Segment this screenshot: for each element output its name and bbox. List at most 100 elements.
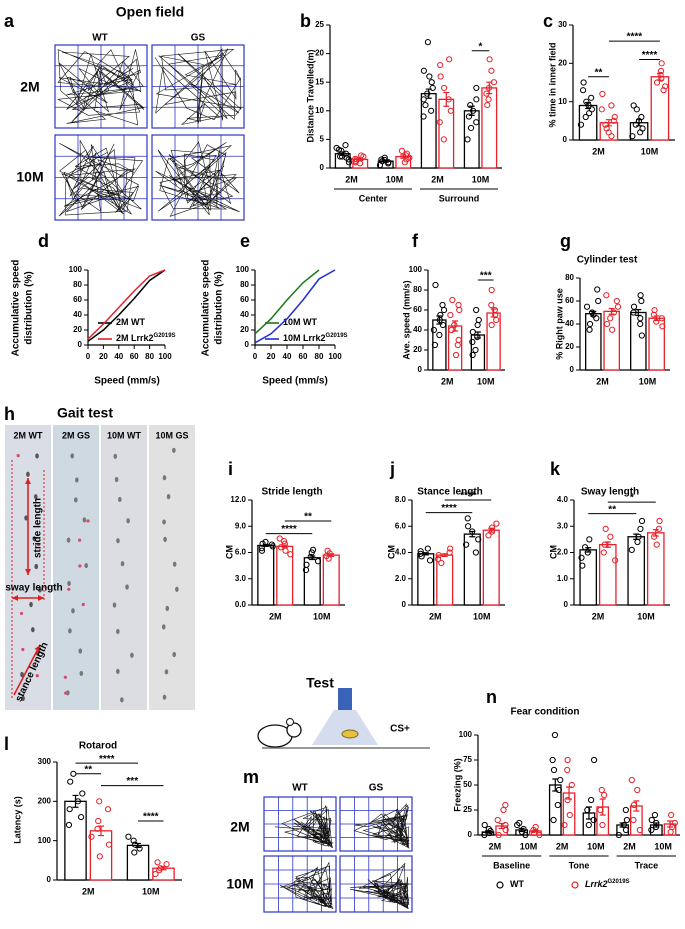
y-axis-label: Accumulative speed <box>11 260 22 357</box>
data-point <box>588 796 595 804</box>
x-tick-label: 2M <box>429 611 442 621</box>
data-point <box>77 813 85 821</box>
data-point <box>345 159 353 166</box>
data-point <box>258 547 266 554</box>
data-point <box>432 281 439 289</box>
bar <box>579 549 598 606</box>
panel-letter: c <box>543 11 553 31</box>
arrow-head <box>25 569 31 575</box>
y-tick-label: 80 <box>240 280 249 289</box>
y-axis-label: CM <box>548 545 558 559</box>
arrow-head <box>38 595 44 601</box>
x-tick-label: 60 <box>130 352 139 361</box>
data-point <box>449 296 456 304</box>
paw-ink <box>16 454 20 458</box>
data-point <box>342 150 350 157</box>
paw-ink <box>78 564 82 568</box>
y-tick-label: 60 <box>240 295 249 304</box>
data-point <box>473 84 480 92</box>
x-tick-label: 2M <box>82 886 95 896</box>
data-point <box>557 776 564 784</box>
group-label: Center <box>359 193 388 203</box>
legend-marker <box>496 881 504 889</box>
x-tick-label: 2M <box>556 841 569 851</box>
bar <box>630 311 647 371</box>
y-tick-label: 10 <box>315 106 324 115</box>
data-point <box>653 541 660 548</box>
data-point <box>502 821 509 829</box>
data-point <box>276 535 283 542</box>
paw-print <box>114 476 119 483</box>
error-bar <box>590 310 597 317</box>
legend-name: 10M WT <box>283 317 318 327</box>
data-point <box>475 536 482 543</box>
error-bar <box>599 798 606 816</box>
legend-name: 2M WT <box>116 317 145 327</box>
significance-label: *** <box>126 776 138 787</box>
data-point <box>472 346 479 354</box>
trajectory <box>155 141 240 217</box>
group-label: Surround <box>439 193 480 203</box>
column-label: WT <box>92 33 108 44</box>
gait-strip <box>53 425 99 710</box>
data-point <box>154 859 161 866</box>
y-tick-label: 9.0 <box>235 521 247 530</box>
paw-print <box>130 652 134 658</box>
paw-print <box>113 453 118 459</box>
data-point <box>633 106 640 113</box>
error-bar <box>436 315 443 325</box>
data-point <box>485 825 492 833</box>
paw-print <box>116 628 120 635</box>
data-point <box>125 833 132 840</box>
column-label: 2M WT <box>14 430 43 440</box>
paw-print <box>161 624 166 630</box>
data-point <box>655 525 663 532</box>
y-tick-label: 10 <box>558 97 567 106</box>
panel-letter: a <box>4 11 15 31</box>
bar <box>481 87 498 169</box>
data-point <box>485 96 492 103</box>
data-point <box>88 833 95 840</box>
data-point <box>610 117 617 124</box>
error-bar <box>604 541 611 548</box>
data-point <box>79 790 86 797</box>
data-point <box>500 806 507 814</box>
y-tick-label: 8.0 <box>395 495 407 504</box>
data-point <box>486 56 493 63</box>
data-point <box>588 309 596 316</box>
row-label: 2M <box>230 819 249 835</box>
data-point <box>303 561 310 568</box>
column-label: 10M GS <box>155 430 188 440</box>
legend-sup: G2019S <box>326 333 348 339</box>
data-point <box>403 150 410 157</box>
data-point <box>428 79 435 86</box>
gait-strip <box>101 425 147 710</box>
data-point <box>469 107 477 114</box>
bar <box>598 543 617 606</box>
data-point <box>648 826 655 834</box>
paw-print <box>112 602 117 608</box>
y-tick-label: 25 <box>463 805 472 814</box>
error-bar <box>490 308 497 318</box>
error-bar <box>484 830 491 834</box>
paw-print <box>165 605 170 612</box>
paw-print <box>35 453 39 459</box>
data-point <box>95 817 102 825</box>
error-bar <box>518 827 525 833</box>
y-tick-label: 25 <box>315 20 324 29</box>
significance-label: ** <box>304 512 312 523</box>
paw-print <box>126 518 130 524</box>
y-tick-label: 80 <box>413 285 422 294</box>
data-point <box>314 558 322 565</box>
row-label: 10M <box>226 876 253 892</box>
legend-name: WT <box>510 879 524 889</box>
bar <box>303 557 321 606</box>
y-tick-label: 80 <box>565 273 574 282</box>
x-tick-label: 80 <box>145 352 154 361</box>
y-tick-label: 20 <box>413 345 422 354</box>
bar <box>650 76 670 141</box>
arrow-head <box>34 645 40 652</box>
trajectory <box>154 48 242 125</box>
